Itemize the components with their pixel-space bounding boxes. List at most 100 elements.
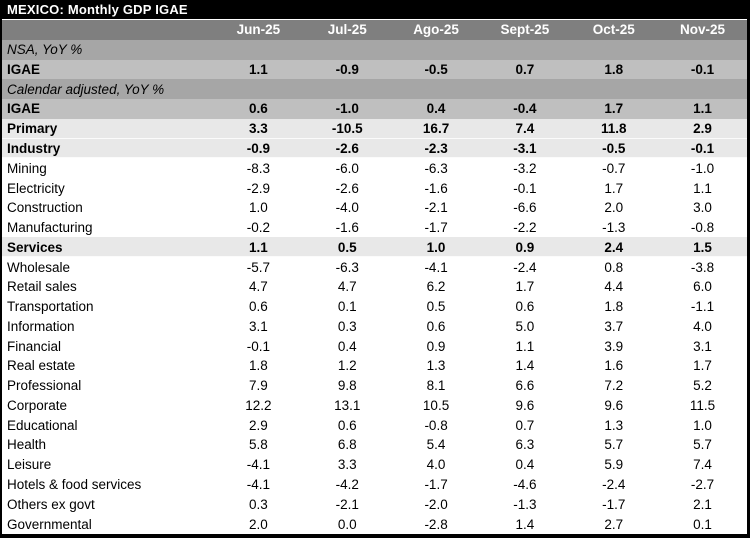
row-label-others-ex-govt: Others ex govt [7,496,95,512]
value-cell: 0.5 [426,299,446,315]
value-cell: -2.3 [424,140,448,156]
value-cell: 1.2 [337,358,357,374]
value-cell: 3.9 [604,338,624,354]
value-cell: -1.7 [424,476,448,492]
value-cell: -2.9 [246,180,271,196]
value-cell: -6.6 [513,200,537,216]
table-row-primary: Primary 3.3 -10.5 16.7 7.4 11.8 2.9 [2,118,747,139]
value-cell: -2.0 [424,496,448,512]
table-row-information: Information 3.1 0.3 0.6 5.0 3.7 4.0 [2,316,747,337]
value-cell: 0.5 [337,239,357,255]
value-cell: 5.4 [426,437,446,453]
table-row-transportation: Transportation 0.6 0.1 0.5 0.6 1.8 -1.1 [2,296,747,317]
table-grid: Jun-25 Jul-25 Ago-25 Sept-25 Oct-25 Nov-25 NS… [2,20,747,534]
value-cell: 2.0 [604,200,624,216]
table-row-mining: Mining -8.3 -6.0 -6.3 -3.2 -0.7 -1.0 [2,158,747,179]
value-cell: 1.3 [604,417,624,433]
value-cell: 0.8 [604,259,624,275]
value-cell: 4.0 [426,457,446,473]
row-label-nsa-yoy: NSA, YoY % [7,42,83,58]
value-cell: 1.7 [604,101,624,117]
value-cell: -1.7 [602,496,626,512]
row-label-educational: Educational [7,417,78,433]
value-cell: 0.3 [337,318,357,334]
row-label-corporate: Corporate [7,397,68,413]
value-cell: -0.1 [690,61,715,77]
value-cell: 2.0 [249,516,268,532]
table-row-corporate: Corporate 12.2 13.1 10.5 9.6 9.6 11.5 [2,395,747,416]
value-cell: -0.2 [246,220,271,236]
value-cell: 11.8 [600,121,627,137]
value-cell: 9.6 [604,397,624,413]
value-cell: -2.1 [335,496,359,512]
value-cell: -8.3 [246,160,271,176]
value-cell: 4.4 [604,279,624,295]
value-cell: 6.0 [693,279,712,295]
table-row-calendar-adjusted-yoy: Calendar adjusted, YoY % [2,79,747,100]
value-cell: -4.1 [246,476,271,492]
row-label-electricity: Electricity [7,180,65,196]
value-cell: 0.4 [426,101,446,117]
value-cell: -1.6 [424,180,448,196]
row-label-retail-sales: Retail sales [7,279,77,295]
value-cell: -4.1 [424,259,448,275]
row-label-manufacturing: Manufacturing [7,220,93,236]
value-cell: 5.7 [604,437,624,453]
value-cell: -0.8 [690,220,715,236]
row-label-real-estate: Real estate [7,358,76,374]
value-cell: -4.6 [513,476,537,492]
value-cell: -0.1 [690,140,715,156]
value-cell: -2.8 [424,516,448,532]
value-cell: 1.1 [249,239,268,255]
table-row-real-estate: Real estate 1.8 1.2 1.3 1.4 1.6 1.7 [2,356,747,376]
value-cell: 1.3 [426,358,446,374]
value-cell: 0.4 [337,338,357,354]
table-row-professional: Professional 7.9 9.8 8.1 6.6 7.2 5.2 [2,375,747,396]
value-cell: 5.9 [604,457,624,473]
value-cell: 1.8 [604,299,624,315]
value-cell: 7.9 [249,378,268,394]
value-cell: 4.7 [249,279,268,295]
table-row-wholesale: Wholesale -5.7 -6.3 -4.1 -2.4 0.8 -3.8 [2,257,747,277]
value-cell: 5.0 [515,318,535,334]
value-cell: 0.6 [426,318,446,334]
value-cell: 1.4 [515,358,535,374]
value-cell: 0.4 [515,457,535,473]
value-cell: 2.1 [693,496,712,512]
value-cell: 6.8 [337,437,357,453]
value-cell: 1.7 [604,180,624,196]
value-cell: -1.6 [335,220,359,236]
value-cell: -3.8 [690,259,715,275]
value-cell: 1.0 [426,239,446,255]
row-label-information: Information [7,318,75,334]
value-cell: -6.0 [335,160,359,176]
table-row-governmental: Governmental 2.0 0.0 -2.8 1.4 2.7 0.1 [2,514,747,534]
value-cell: 2.9 [249,417,268,433]
value-cell: 3.7 [604,318,624,334]
table-row-manufacturing: Manufacturing -0.2 -1.6 -1.7 -2.2 -1.3 -0.8 [2,217,747,238]
row-label-construction: Construction [7,200,83,216]
value-cell: 1.8 [604,61,624,77]
value-cell: 4.7 [337,279,357,295]
value-cell: -0.5 [602,140,626,156]
value-cell: -0.7 [602,160,626,176]
value-cell: 3.3 [249,121,268,137]
table-title: MEXICO: Monthly GDP IGAE [2,0,747,20]
value-cell: -0.8 [424,417,448,433]
value-cell: 0.9 [515,239,535,255]
value-cell: 0.1 [337,299,357,315]
value-cell: 9.8 [337,378,357,394]
value-cell: -2.4 [602,476,626,492]
value-cell: 5.8 [249,437,268,453]
table-row-electricity: Electricity -2.9 -2.6 -1.6 -0.1 1.7 1.1 [2,178,747,198]
table-row-igae: IGAE 0.6 -1.0 0.4 -0.4 1.7 1.1 [2,99,747,119]
value-cell: -2.6 [335,140,359,156]
table-row-hotels-food-services: Hotels & food services -4.1 -4.2 -1.7 -4.6 -2… [2,474,747,495]
row-label-financial: Financial [7,338,62,354]
value-cell: -0.1 [246,338,271,354]
value-cell: 10.5 [422,397,450,413]
value-cell: -1.3 [513,496,537,512]
value-cell: 4.0 [693,318,712,334]
value-cell: 1.5 [693,239,712,255]
